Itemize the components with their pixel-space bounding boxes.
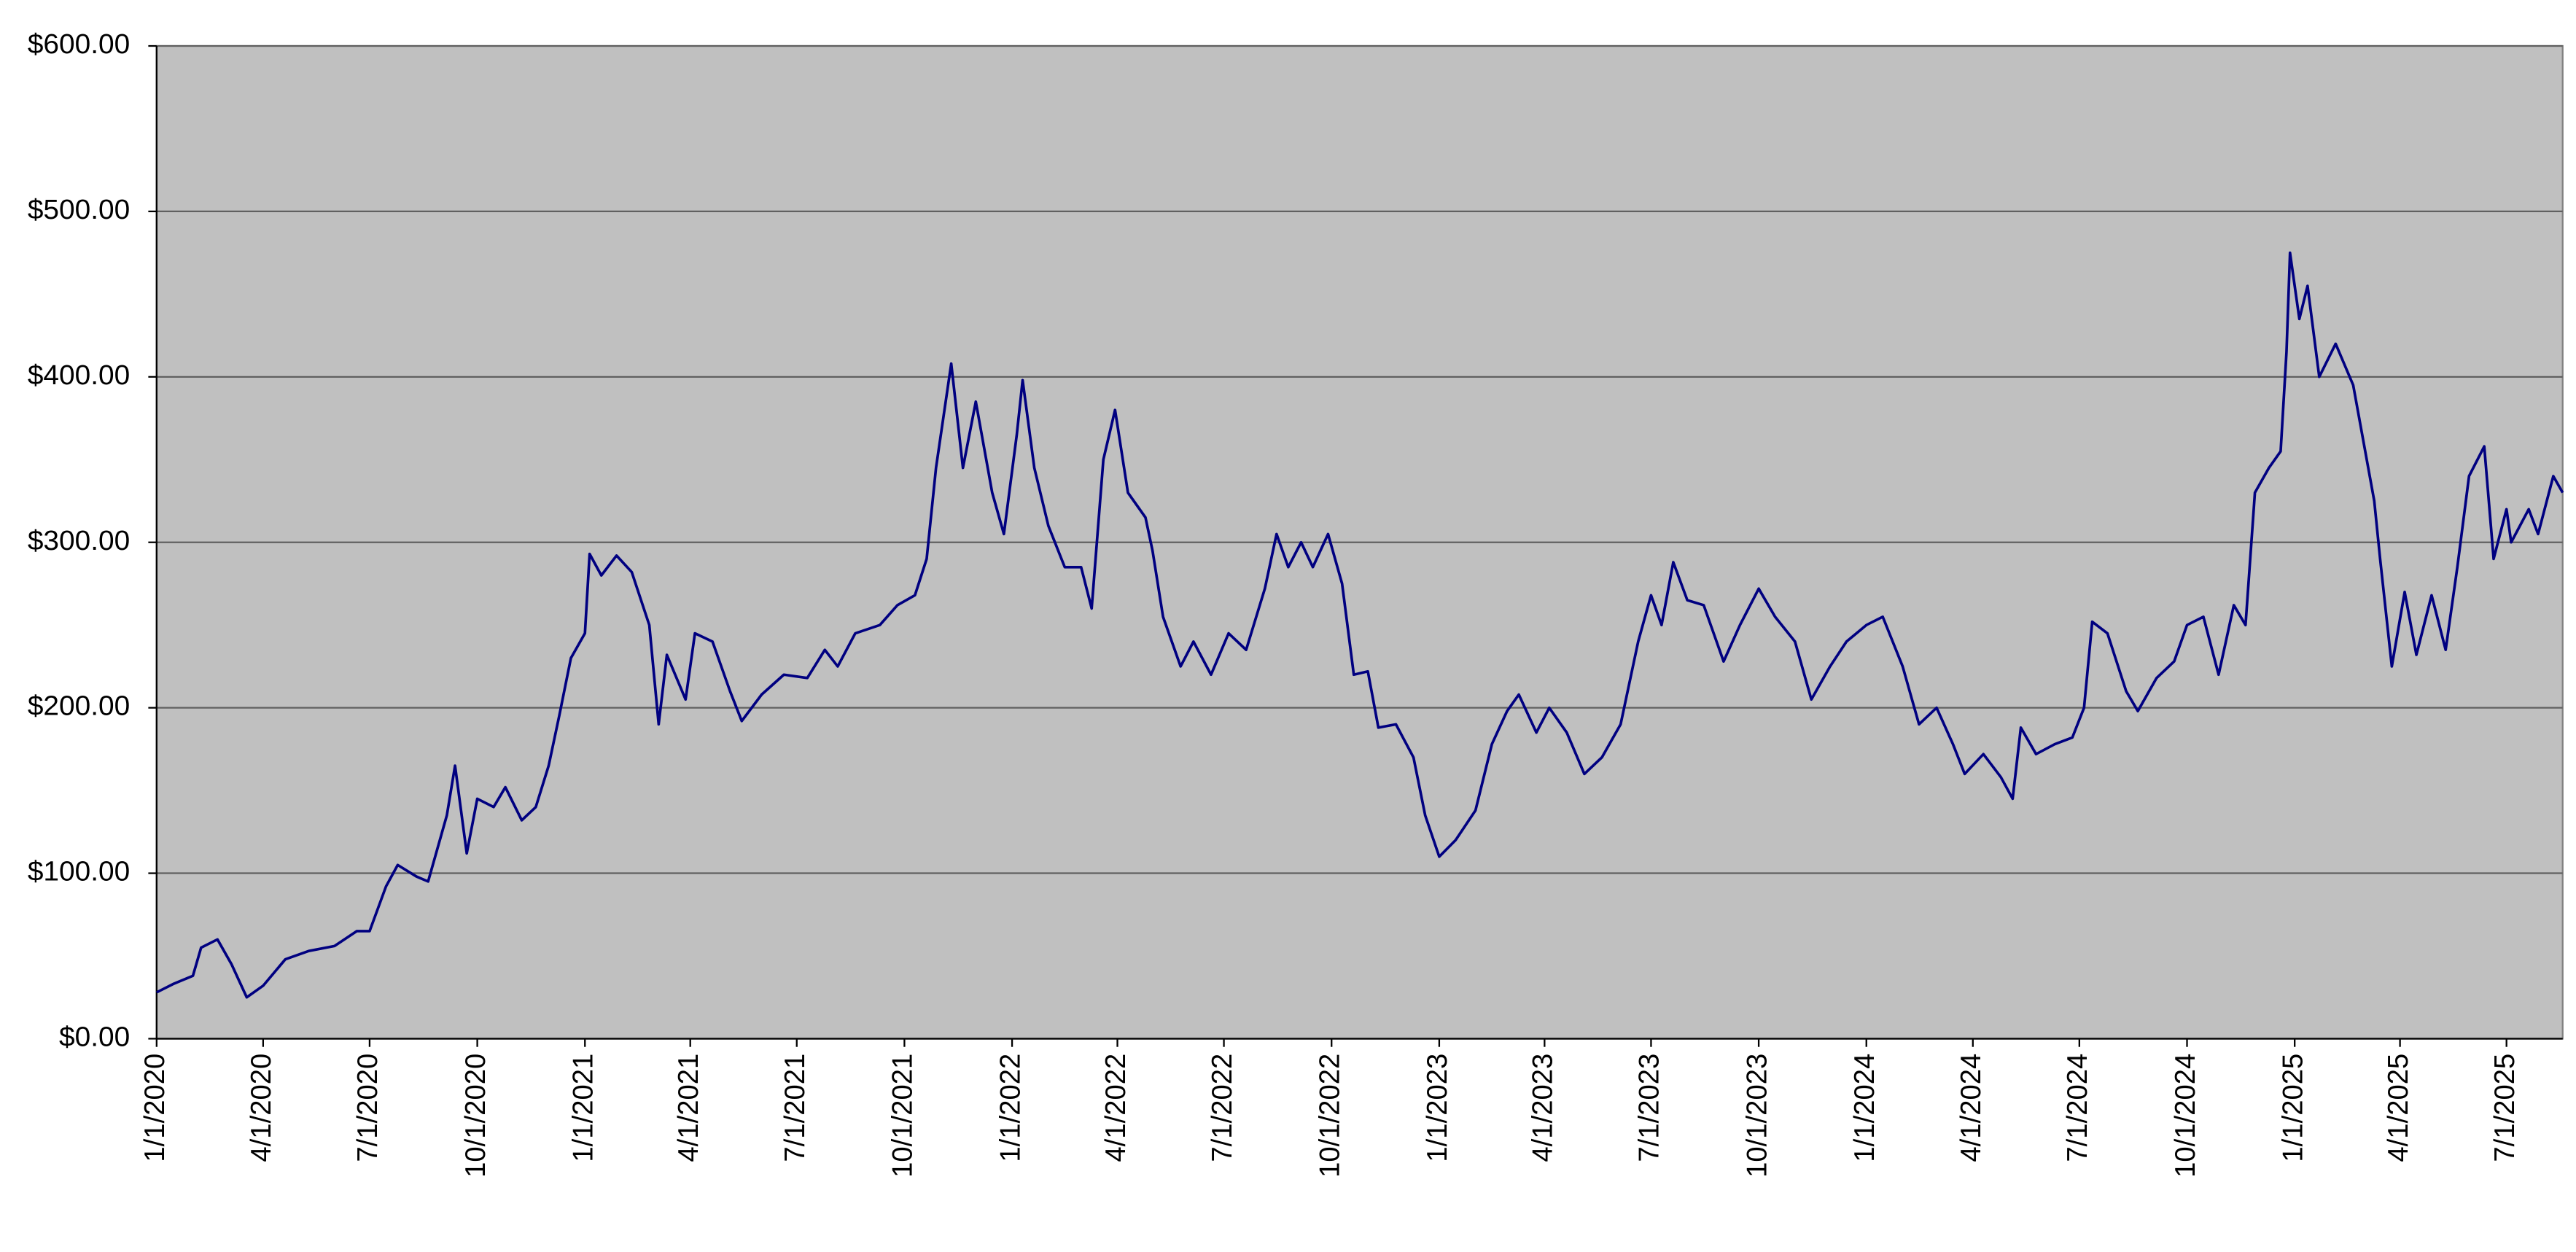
x-tick-label: 10/1/2024	[2170, 1054, 2201, 1178]
x-tick-label: 1/1/2024	[1849, 1054, 1880, 1162]
x-tick-label: 7/1/2023	[1633, 1054, 1665, 1162]
x-tick-label: 4/1/2021	[673, 1054, 704, 1162]
x-tick-label: 4/1/2023	[1527, 1054, 1558, 1162]
x-tick-label: 10/1/2021	[887, 1054, 918, 1178]
y-tick-label: $600.00	[28, 28, 130, 60]
x-tick-label: 10/1/2023	[1741, 1054, 1773, 1178]
price-line	[155, 251, 2564, 999]
x-tick-label: 1/1/2020	[139, 1054, 171, 1162]
y-tick-label: $0.00	[59, 1022, 130, 1053]
x-tick-label: 7/1/2022	[1207, 1054, 1238, 1162]
x-tick-label: 1/1/2021	[567, 1054, 599, 1162]
x-tick-label: 7/1/2021	[779, 1054, 811, 1162]
x-tick-label: 10/1/2022	[1314, 1054, 1345, 1178]
y-tick-label: $300.00	[28, 525, 130, 556]
x-tick-label: 1/1/2023	[1422, 1054, 1453, 1162]
x-tick-label: 1/1/2022	[995, 1054, 1026, 1162]
x-tick-label: 10/1/2020	[460, 1054, 491, 1178]
x-tick-label: 7/1/2025	[2489, 1054, 2521, 1162]
x-tick-label: 1/1/2025	[2277, 1054, 2308, 1162]
x-tick-label: 4/1/2020	[246, 1054, 277, 1162]
x-tick-label: 7/1/2020	[352, 1054, 384, 1162]
y-tick-label: $100.00	[28, 856, 130, 887]
x-tick-label: 4/1/2025	[2383, 1054, 2414, 1162]
y-tick-label: $500.00	[28, 194, 130, 225]
x-tick-label: 7/1/2024	[2062, 1054, 2093, 1162]
x-tick-label: 4/1/2024	[1956, 1054, 1987, 1162]
y-tick-label: $200.00	[28, 691, 130, 722]
y-tick-label: $400.00	[28, 359, 130, 391]
x-tick-label: 4/1/2022	[1100, 1054, 1132, 1162]
